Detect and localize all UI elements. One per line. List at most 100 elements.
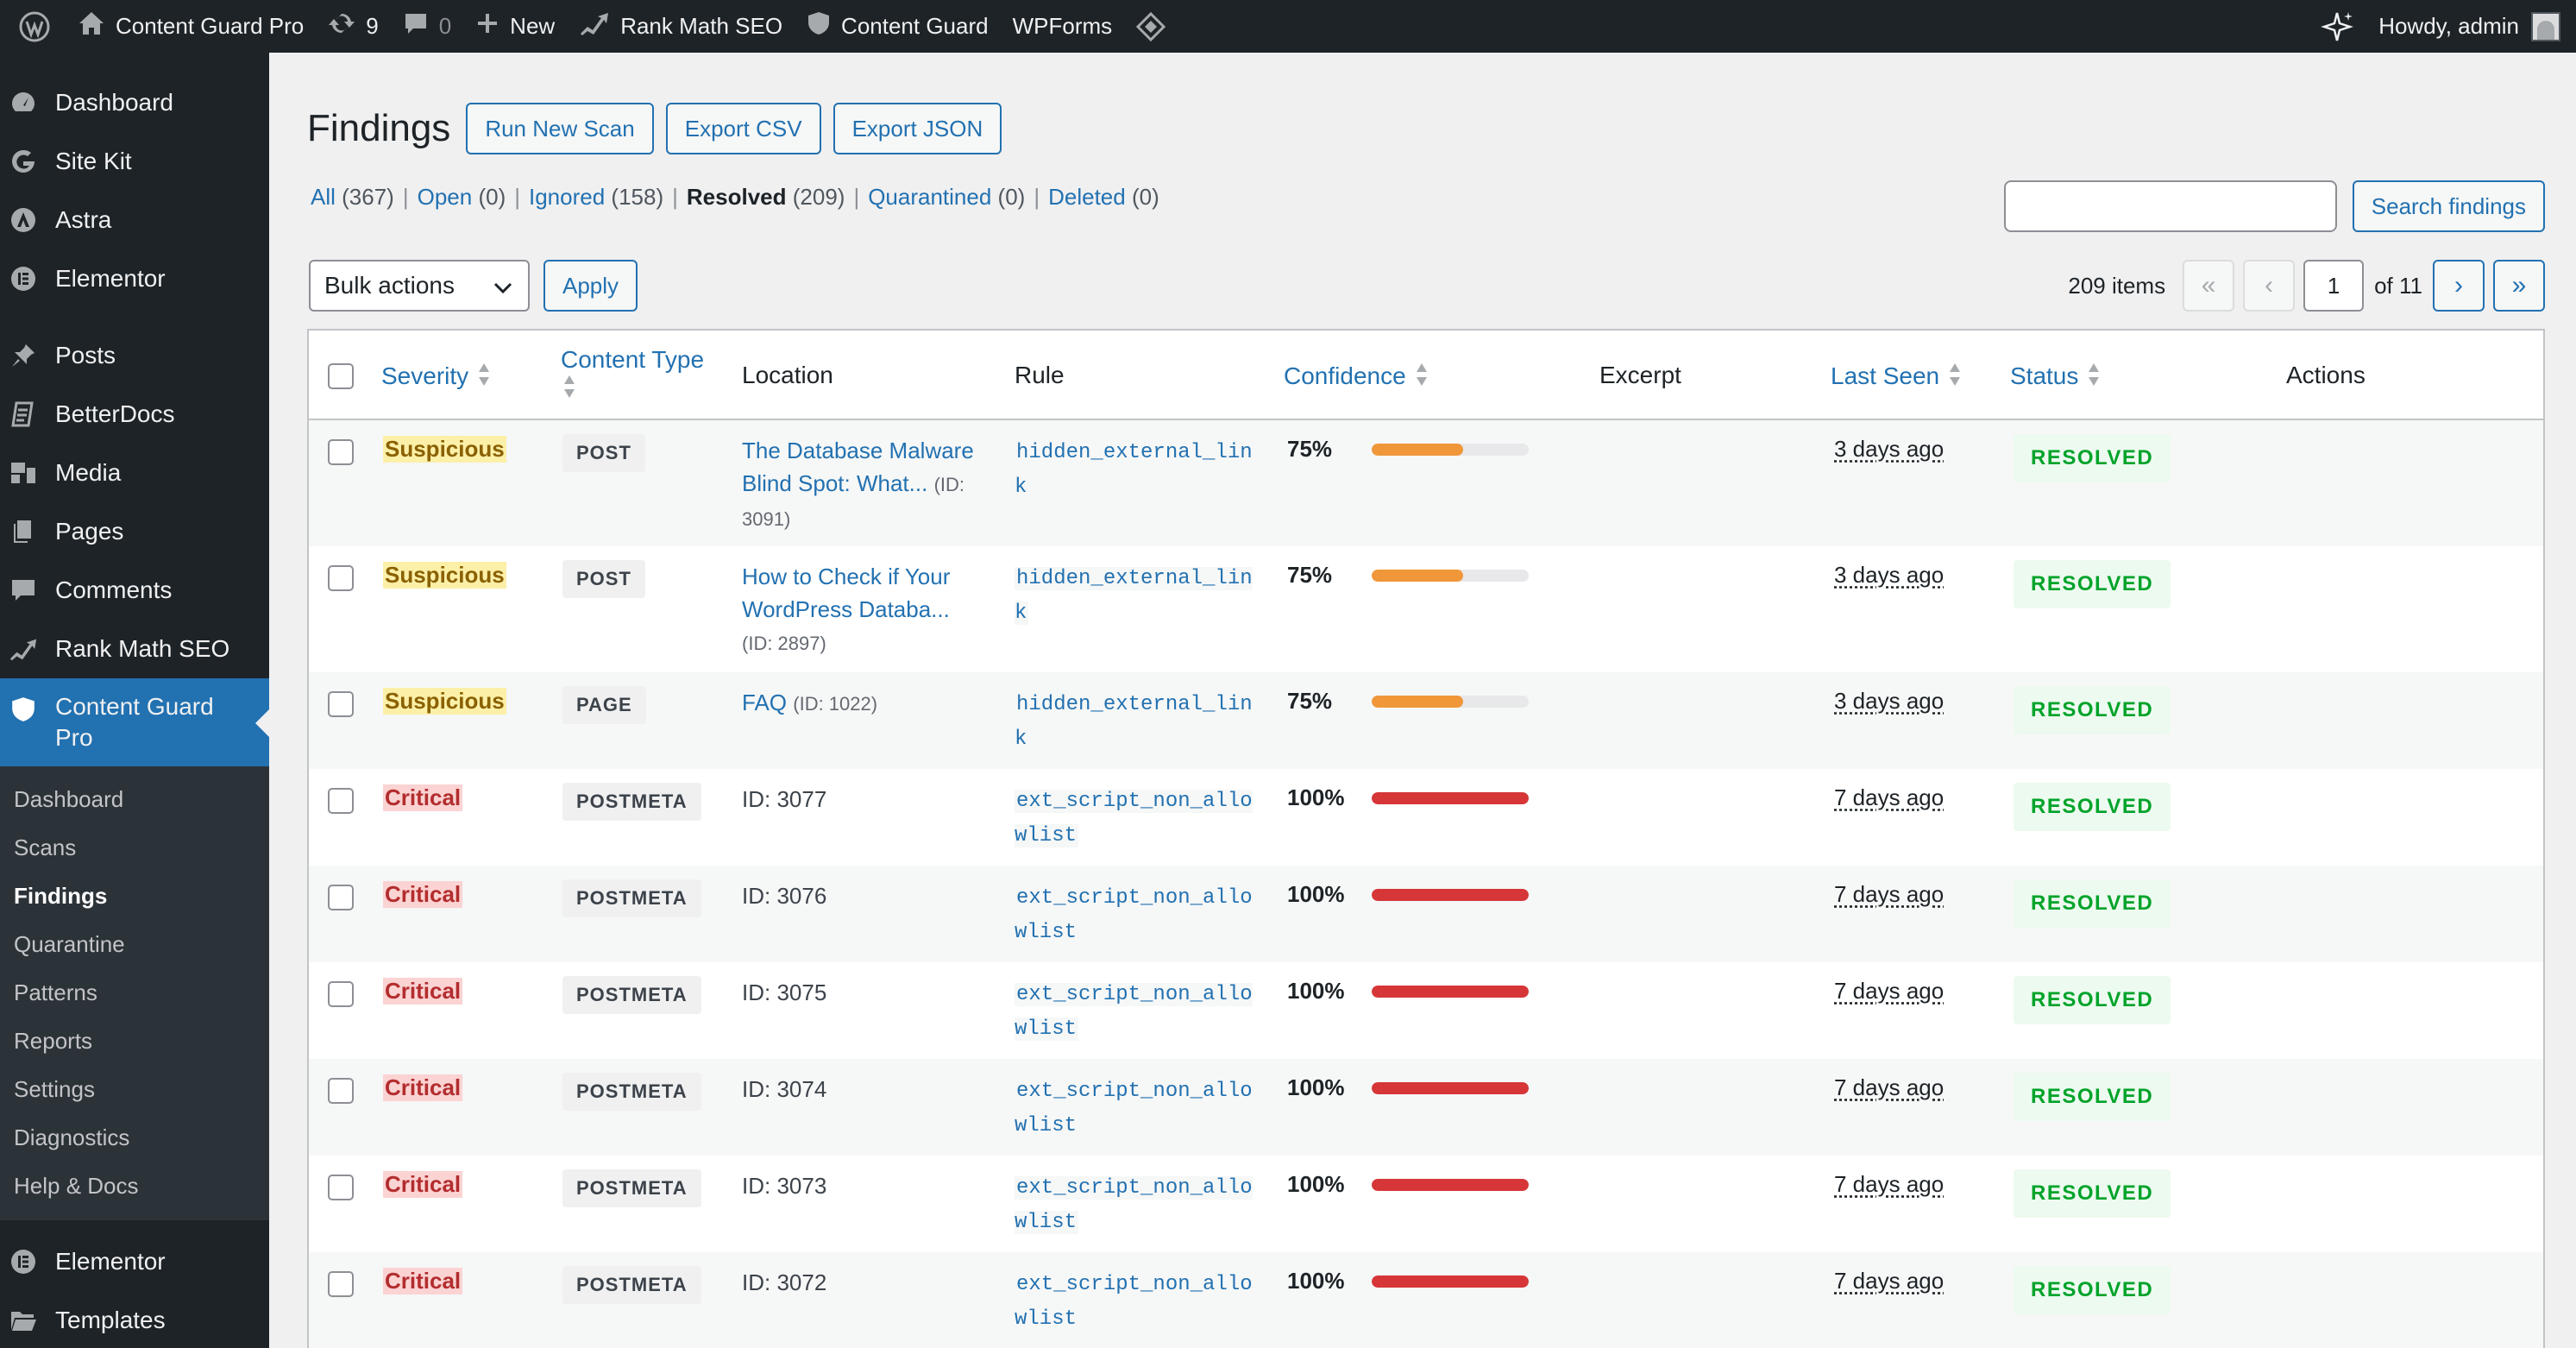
contentguard-link[interactable]: Content Guard bbox=[795, 0, 1001, 53]
content-type-badge: PAGE bbox=[562, 686, 646, 724]
sidebar-item-sitekit[interactable]: Site Kit bbox=[0, 132, 269, 191]
sidebar-item-templates[interactable]: Templates bbox=[0, 1291, 269, 1348]
filter-separator: | bbox=[402, 184, 409, 210]
my-account-link[interactable]: Howdy, admin bbox=[2366, 0, 2576, 53]
row-checkbox[interactable] bbox=[328, 981, 354, 1007]
last-page-button[interactable]: » bbox=[2493, 260, 2545, 312]
filter-ignored[interactable]: Ignored bbox=[529, 184, 606, 210]
last-seen-value: 7 days ago bbox=[1834, 978, 1945, 1004]
row-checkbox[interactable] bbox=[328, 885, 354, 910]
last-seen-value: 7 days ago bbox=[1834, 1074, 1945, 1100]
submenu-settings[interactable]: Settings bbox=[14, 1076, 95, 1102]
row-checkbox[interactable] bbox=[328, 1271, 354, 1297]
sort-confidence[interactable]: Confidence bbox=[1284, 362, 1429, 394]
submenu-patterns[interactable]: Patterns bbox=[14, 980, 97, 1005]
plus-icon bbox=[475, 11, 499, 41]
elementor-icon bbox=[9, 264, 38, 293]
submenu-help-docs[interactable]: Help & Docs bbox=[14, 1173, 139, 1199]
sidebar-item-label: Pages bbox=[55, 518, 124, 545]
select-all-checkbox[interactable] bbox=[328, 363, 354, 389]
sort-content-type[interactable]: Content Type bbox=[561, 346, 704, 406]
media-icon bbox=[9, 458, 38, 488]
sidebar-item-pages[interactable]: Pages bbox=[0, 502, 269, 561]
location-link[interactable]: How to Check if Your bbox=[742, 564, 951, 589]
sidebar-item-elementor-2[interactable]: Elementor bbox=[0, 1232, 269, 1291]
rankmath-link[interactable]: Rank Math SEO bbox=[567, 0, 795, 53]
comment-bubble-icon bbox=[403, 10, 429, 42]
filter-quarantined[interactable]: Quarantined bbox=[868, 184, 992, 210]
current-page-input[interactable]: 1 bbox=[2303, 260, 2365, 312]
submenu-quarantine[interactable]: Quarantine bbox=[14, 931, 125, 957]
diamond-icon[interactable] bbox=[1124, 0, 1178, 53]
run-new-scan-button[interactable]: Run New Scan bbox=[466, 103, 654, 154]
filter-deleted[interactable]: Deleted bbox=[1048, 184, 1126, 210]
submenu-reports[interactable]: Reports bbox=[14, 1028, 93, 1054]
sort-severity[interactable]: Severity bbox=[381, 362, 491, 394]
row-checkbox[interactable] bbox=[328, 565, 354, 591]
comments-link[interactable]: 0 bbox=[391, 0, 463, 53]
filter-open[interactable]: Open bbox=[417, 184, 473, 210]
submenu-diagnostics[interactable]: Diagnostics bbox=[14, 1124, 130, 1150]
filter-all[interactable]: All bbox=[311, 184, 336, 210]
sort-last-seen[interactable]: Last Seen bbox=[1831, 362, 1962, 394]
location-link[interactable]: WordPress Databa... bbox=[742, 596, 950, 622]
content-type-badge: POSTMETA bbox=[562, 783, 701, 821]
row-checkbox[interactable] bbox=[328, 691, 354, 717]
items-count: 209 items bbox=[2068, 272, 2166, 299]
wordpress-logo-icon[interactable] bbox=[0, 0, 66, 53]
submenu-scans[interactable]: Scans bbox=[14, 835, 77, 860]
row-checkbox[interactable] bbox=[328, 1175, 354, 1200]
shield-icon bbox=[807, 10, 831, 42]
export-csv-button[interactable]: Export CSV bbox=[665, 103, 821, 154]
location-link[interactable]: Blind Spot: What... bbox=[742, 470, 928, 496]
export-json-button[interactable]: Export JSON bbox=[832, 103, 1002, 154]
sidebar-item-content-guard-pro[interactable]: Content Guard Pro bbox=[0, 678, 269, 766]
site-name-link[interactable]: Content Guard Pro bbox=[66, 0, 316, 53]
wpforms-link[interactable]: WPForms bbox=[1001, 0, 1125, 53]
confidence-value: 75% bbox=[1287, 436, 1333, 462]
bulk-actions-select[interactable]: Bulk actions bbox=[309, 260, 530, 312]
sidebar-item-label: Rank Math SEO bbox=[55, 635, 230, 662]
location-id: (ID: 2897) bbox=[742, 633, 826, 654]
chevron-down-icon bbox=[492, 277, 514, 306]
filter-separator: | bbox=[514, 184, 520, 210]
ai-sparkle-icon[interactable] bbox=[2308, 0, 2366, 53]
wpforms-label: WPForms bbox=[1012, 13, 1113, 39]
apply-button[interactable]: Apply bbox=[543, 260, 638, 312]
next-page-button[interactable]: › bbox=[2433, 260, 2485, 312]
sidebar-item-dashboard[interactable]: Dashboard bbox=[0, 73, 269, 132]
sidebar-item-rankmath[interactable]: Rank Math SEO bbox=[0, 620, 269, 678]
sidebar-item-media[interactable]: Media bbox=[0, 444, 269, 502]
row-checkbox[interactable] bbox=[328, 439, 354, 465]
search-input[interactable] bbox=[2003, 180, 2337, 232]
first-page-button[interactable]: « bbox=[2183, 260, 2235, 312]
sidebar-item-astra[interactable]: Astra bbox=[0, 191, 269, 249]
sidebar-item-comments[interactable]: Comments bbox=[0, 561, 269, 620]
sort-status[interactable]: Status bbox=[2010, 362, 2101, 394]
confidence-bar bbox=[1372, 791, 1529, 804]
search-findings-button[interactable]: Search findings bbox=[2352, 180, 2545, 232]
filter-resolved[interactable]: Resolved bbox=[686, 184, 787, 210]
new-content-link[interactable]: New bbox=[463, 0, 567, 53]
updates-link[interactable]: 9 bbox=[316, 0, 390, 53]
table-row: Critical POSTMETA ID: 3076 ext_script_no… bbox=[309, 866, 2543, 962]
confidence-value: 75% bbox=[1287, 688, 1333, 714]
submenu-dashboard[interactable]: Dashboard bbox=[14, 786, 124, 812]
submenu-findings[interactable]: Findings bbox=[14, 883, 108, 909]
confidence-bar bbox=[1372, 569, 1529, 582]
location-link[interactable]: The Database Malware bbox=[742, 438, 974, 463]
location-link[interactable]: FAQ bbox=[742, 690, 788, 715]
sidebar-item-elementor[interactable]: Elementor bbox=[0, 249, 269, 308]
rule-code: ext_script_non_allowlist bbox=[1015, 784, 1265, 854]
sidebar-item-label: Content Guard Pro bbox=[55, 693, 214, 751]
prev-page-button[interactable]: ‹ bbox=[2243, 260, 2296, 312]
row-checkbox[interactable] bbox=[328, 788, 354, 814]
sidebar-item-posts[interactable]: Posts bbox=[0, 326, 269, 385]
search-box: Search findings bbox=[2003, 180, 2545, 232]
severity-badge: Critical bbox=[383, 881, 463, 908]
status-badge: RESOLVED bbox=[2014, 686, 2171, 734]
sidebar-item-betterdocs[interactable]: BetterDocs bbox=[0, 385, 269, 444]
row-checkbox[interactable] bbox=[328, 1078, 354, 1104]
rule-code: hidden_external_link bbox=[1015, 436, 1265, 505]
table-row: Suspicious PAGE FAQ (ID: 1022) hidden_ex… bbox=[309, 672, 2543, 769]
